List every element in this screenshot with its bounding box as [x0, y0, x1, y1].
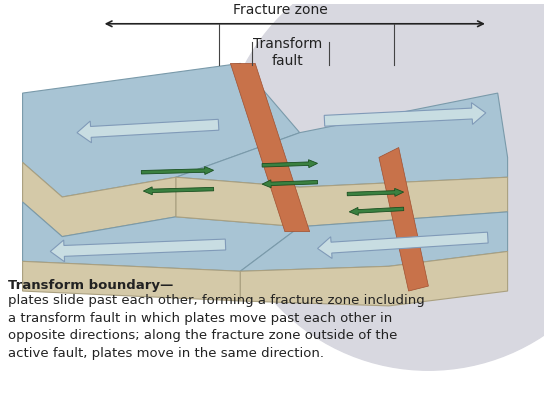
FancyArrow shape: [349, 207, 404, 215]
Text: Transform boundary—: Transform boundary—: [8, 279, 173, 292]
FancyArrow shape: [141, 167, 214, 174]
Polygon shape: [22, 162, 176, 237]
Polygon shape: [22, 63, 300, 197]
FancyArrow shape: [324, 103, 486, 126]
Circle shape: [220, 0, 547, 370]
Text: Transform
fault: Transform fault: [253, 37, 323, 68]
FancyArrow shape: [318, 232, 488, 259]
Polygon shape: [22, 202, 300, 271]
Text: plates slide past each other, forming a fracture zone including
a transform faul: plates slide past each other, forming a …: [8, 294, 424, 360]
Polygon shape: [240, 212, 508, 271]
Text: Fracture zone: Fracture zone: [232, 3, 327, 17]
Polygon shape: [240, 252, 508, 306]
Polygon shape: [22, 261, 240, 301]
FancyArrow shape: [143, 187, 214, 195]
FancyArrow shape: [347, 188, 404, 196]
Polygon shape: [379, 147, 428, 291]
Polygon shape: [176, 177, 508, 227]
Polygon shape: [230, 63, 310, 231]
Polygon shape: [176, 93, 508, 187]
FancyArrow shape: [262, 160, 318, 168]
FancyArrow shape: [262, 180, 318, 188]
FancyArrow shape: [77, 119, 219, 143]
FancyArrow shape: [50, 239, 226, 262]
